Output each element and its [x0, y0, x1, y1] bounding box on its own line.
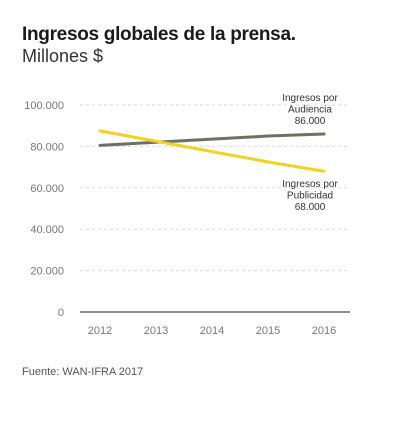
series-label-publicidad: Ingresos por Publicidad 68.000 — [282, 179, 338, 213]
chart-subtitle: Millones $ — [22, 46, 104, 66]
series-label-audiencia: Ingresos por Audiencia 86.000 — [282, 93, 338, 127]
y-tick-label: 80.000 — [30, 141, 64, 153]
y-tick-label: 0 — [58, 307, 64, 319]
series-line-audiencia — [98, 132, 326, 147]
series-label-line: Publicidad — [287, 191, 333, 202]
source-note: Fuente: WAN-IFRA 2017 — [22, 366, 144, 378]
series-label-line: Ingresos por — [282, 93, 338, 104]
y-tick-label: 100.000 — [24, 100, 64, 112]
series-label-line: Audiencia — [288, 104, 332, 115]
x-tick-label: 2013 — [144, 325, 168, 337]
series-label-line: 86.000 — [295, 116, 326, 127]
y-tick-label: 40.000 — [30, 224, 64, 236]
series-label-line: 68.000 — [295, 202, 326, 213]
gridlines — [80, 104, 350, 313]
series-lines — [98, 129, 326, 173]
series-line-publicidad — [98, 129, 326, 173]
x-tick-label: 2015 — [256, 325, 280, 337]
series-label-line: Ingresos por — [282, 179, 338, 190]
chart-title: Ingresos globales de la prensa. — [22, 24, 296, 45]
x-axis-ticks: 2012 2013 2014 2015 2016 — [88, 325, 336, 337]
x-tick-label: 2016 — [312, 325, 336, 337]
y-axis-ticks: 0 20.000 40.000 60.000 80.000 100.000 — [24, 100, 64, 319]
x-tick-label: 2012 — [88, 325, 112, 337]
y-tick-label: 20.000 — [30, 266, 64, 278]
y-tick-label: 60.000 — [30, 183, 64, 195]
x-tick-label: 2014 — [200, 325, 224, 337]
